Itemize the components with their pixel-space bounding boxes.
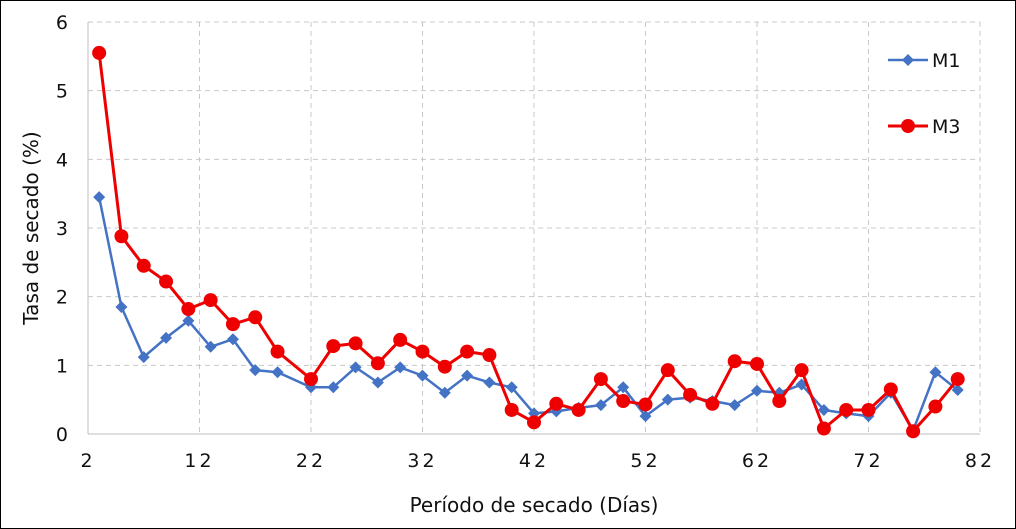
data-point-m3	[415, 344, 430, 359]
data-point-m3	[248, 310, 263, 325]
data-point-m3	[816, 421, 831, 436]
data-point-m1	[661, 393, 674, 406]
data-point-m3	[114, 229, 129, 244]
y-tick-label: 1	[56, 355, 68, 377]
data-point-m3	[705, 396, 720, 411]
data-point-m3	[660, 363, 675, 378]
data-point-m3	[727, 354, 742, 369]
data-point-m3	[437, 359, 452, 374]
data-point-m3	[92, 45, 107, 60]
y-tick-label: 6	[56, 12, 68, 34]
x-tick-label: 42	[519, 450, 549, 472]
data-point-m1	[327, 381, 340, 394]
data-point-m3	[181, 302, 196, 317]
data-point-m3	[159, 274, 174, 289]
data-point-m3	[326, 339, 341, 354]
data-point-m3	[460, 344, 475, 359]
y-axis-title: Tasa de secado (%)	[19, 131, 43, 325]
data-point-m1	[594, 399, 607, 412]
legend-marker-m1	[902, 54, 914, 66]
data-point-m3	[270, 344, 285, 359]
data-point-m1	[929, 366, 942, 379]
data-point-m3	[593, 372, 608, 387]
data-point-m3	[928, 399, 943, 414]
data-point-m1	[226, 333, 239, 346]
data-point-m3	[504, 402, 519, 417]
data-point-m3	[616, 394, 631, 409]
data-point-m3	[883, 382, 898, 397]
data-point-m1	[137, 351, 150, 364]
data-point-m3	[136, 258, 151, 273]
x-tick-label: 2	[80, 450, 95, 472]
axes	[87, 22, 980, 435]
data-point-m3	[527, 415, 541, 430]
data-point-m1	[115, 300, 128, 313]
series-m3	[92, 45, 965, 439]
data-point-m3	[750, 356, 764, 371]
data-point-m3	[861, 402, 876, 417]
x-tick-label: 12	[184, 450, 214, 472]
series-layer	[92, 45, 965, 439]
data-point-m1	[394, 361, 407, 374]
legend-marker-m3	[901, 119, 915, 133]
data-point-m3	[571, 402, 586, 417]
y-tick-label: 5	[56, 81, 68, 103]
data-point-m1	[461, 369, 474, 382]
data-point-m3	[683, 387, 698, 402]
data-point-m3	[906, 424, 921, 439]
x-tick-label: 62	[742, 450, 772, 472]
data-point-m3	[638, 397, 653, 412]
data-point-m1	[271, 366, 284, 379]
y-tick-label: 2	[56, 287, 68, 309]
data-point-m1	[182, 314, 195, 327]
data-point-m3	[370, 356, 385, 371]
data-point-m3	[549, 396, 564, 411]
x-tick-label: 82	[965, 450, 995, 472]
data-point-m3	[225, 317, 240, 332]
data-point-m3	[348, 336, 363, 351]
x-tick-label: 32	[407, 450, 437, 472]
data-point-m3	[950, 372, 965, 387]
y-tick-label: 3	[56, 218, 68, 240]
y-tick-label: 4	[56, 149, 68, 171]
data-point-m3	[304, 372, 318, 387]
legend-item-m3: M3	[888, 116, 960, 138]
data-point-m1	[249, 364, 262, 377]
data-point-m1	[438, 386, 451, 399]
data-point-m3	[772, 394, 787, 409]
data-point-m1	[93, 191, 106, 204]
y-tick-label: 0	[56, 424, 68, 446]
legend-item-m1: M1	[888, 50, 960, 72]
data-point-m3	[794, 363, 809, 378]
data-point-m3	[482, 348, 497, 363]
data-point-m3	[203, 293, 218, 308]
legend-label-m3: M3	[932, 116, 960, 138]
data-point-m3	[839, 402, 854, 417]
data-point-m1	[160, 331, 173, 344]
data-point-m1	[751, 384, 763, 397]
x-axis-title: Período de secado (Días)	[410, 493, 659, 517]
legend-label-m1: M1	[932, 50, 960, 72]
x-tick-label: 22	[296, 450, 326, 472]
data-point-m1	[416, 369, 429, 382]
data-point-m1	[505, 381, 518, 394]
data-point-m3	[393, 332, 408, 347]
legend: M1 M3	[888, 50, 960, 138]
data-point-m1	[951, 384, 964, 397]
data-point-m1	[617, 381, 630, 394]
data-point-m1	[639, 410, 652, 423]
x-tick-label: 52	[630, 450, 660, 472]
x-tick-label: 72	[853, 450, 883, 472]
data-point-m1	[728, 399, 741, 412]
data-point-m1	[371, 376, 384, 389]
data-point-m1	[349, 361, 362, 374]
data-point-m1	[204, 340, 217, 353]
data-point-m1	[817, 403, 830, 416]
data-point-m1	[483, 376, 496, 389]
